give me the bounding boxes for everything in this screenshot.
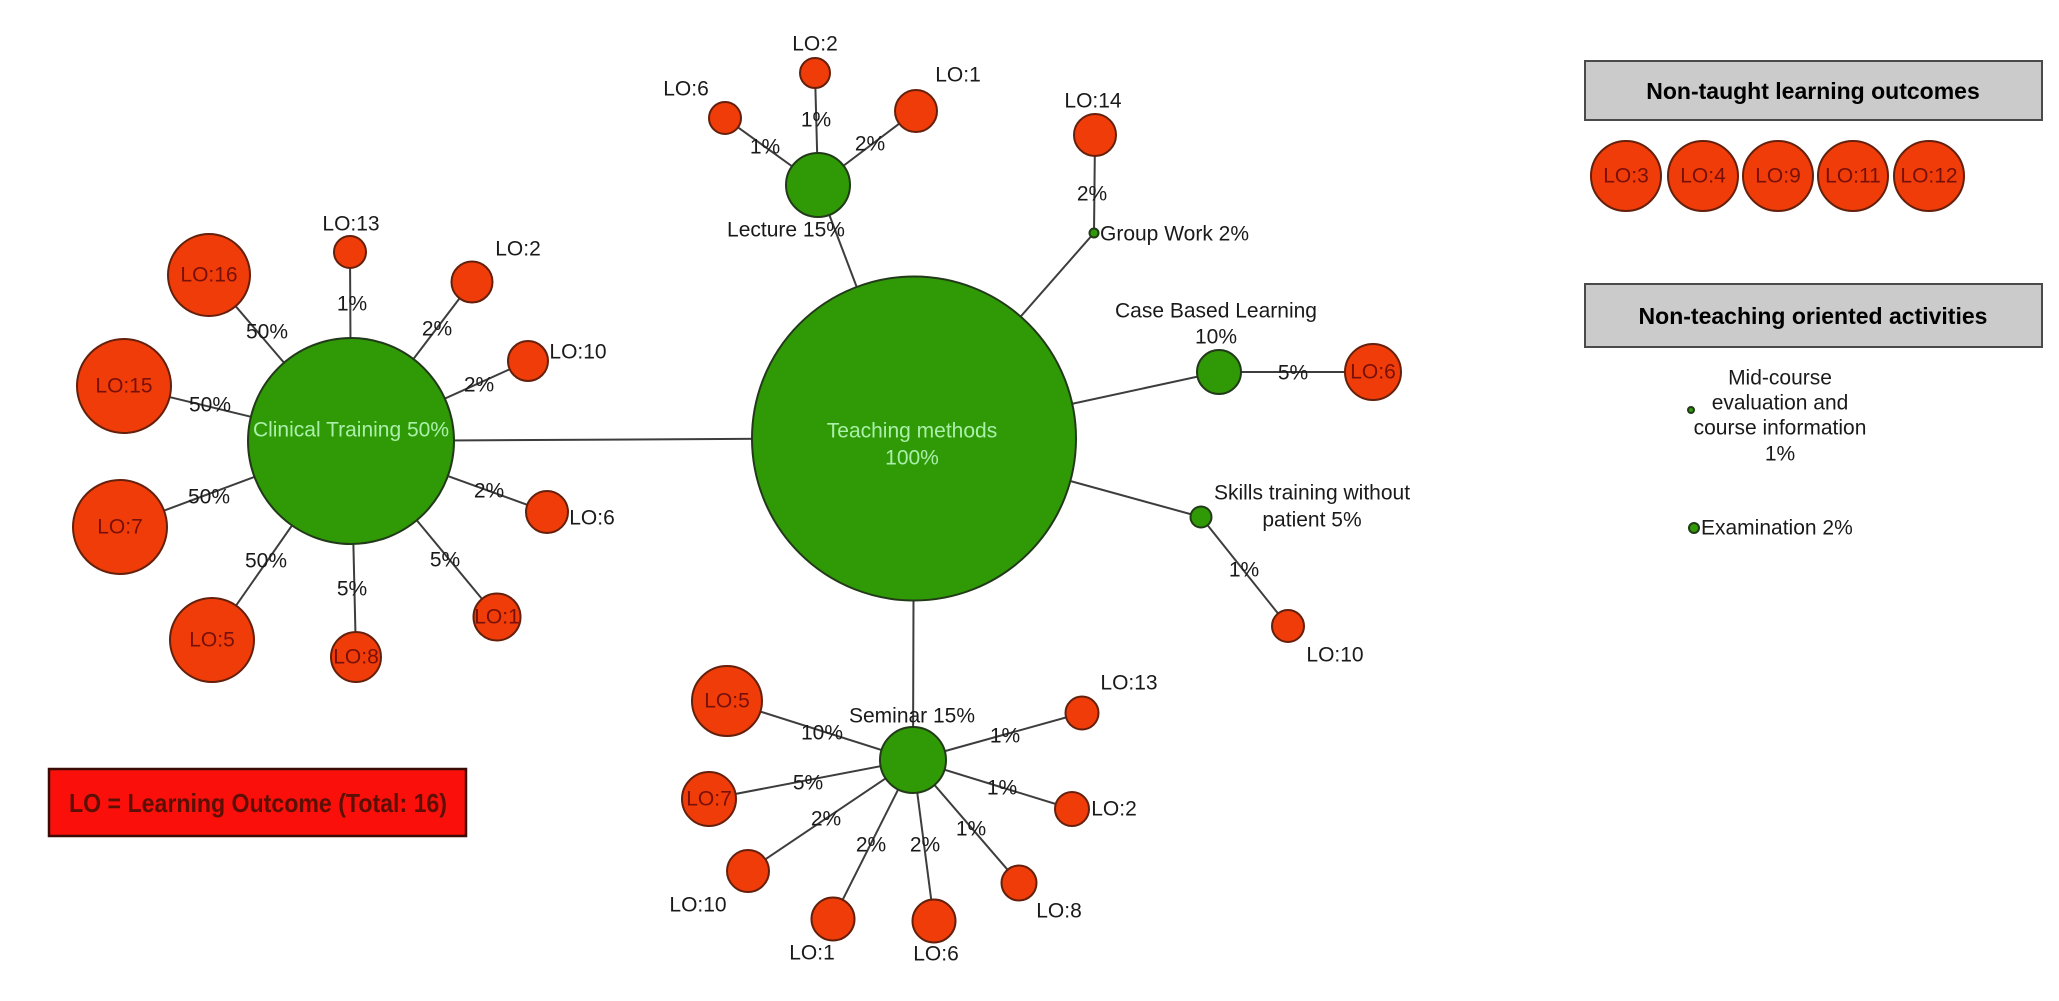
svg-text:Mid-course: Mid-course	[1728, 367, 1832, 390]
svg-text:LO:6: LO:6	[663, 78, 709, 101]
svg-text:LO:1: LO:1	[935, 64, 981, 87]
svg-text:LO:3: LO:3	[1603, 165, 1649, 188]
svg-text:1%: 1%	[990, 725, 1020, 748]
svg-text:Non-taught learning outcomes: Non-taught learning outcomes	[1646, 78, 1980, 104]
svg-text:Examination 2%: Examination 2%	[1701, 517, 1853, 540]
svg-text:LO:4: LO:4	[1680, 165, 1726, 188]
svg-text:LO:8: LO:8	[333, 646, 379, 669]
svg-text:2%: 2%	[1077, 183, 1107, 206]
svg-text:LO:8: LO:8	[1036, 900, 1082, 923]
svg-text:1%: 1%	[750, 136, 780, 159]
svg-text:LO:13: LO:13	[1100, 672, 1157, 695]
svg-text:LO:7: LO:7	[97, 516, 143, 539]
svg-text:LO:1: LO:1	[789, 942, 835, 965]
svg-text:Seminar 15%: Seminar 15%	[849, 705, 975, 728]
svg-text:LO:10: LO:10	[669, 894, 726, 917]
svg-text:1%: 1%	[1765, 443, 1795, 466]
svg-text:1%: 1%	[1229, 559, 1259, 582]
svg-text:2%: 2%	[910, 834, 940, 857]
svg-text:course information: course information	[1694, 417, 1867, 440]
svg-text:LO:13: LO:13	[322, 213, 379, 236]
svg-text:1%: 1%	[801, 109, 831, 132]
svg-text:LO:1: LO:1	[474, 606, 520, 629]
svg-text:LO:6: LO:6	[913, 943, 959, 966]
svg-text:2%: 2%	[811, 808, 841, 831]
svg-text:Clinical Training 50%: Clinical Training 50%	[253, 419, 449, 442]
svg-text:2%: 2%	[855, 133, 885, 156]
svg-text:10%: 10%	[1195, 326, 1237, 349]
svg-text:patient 5%: patient 5%	[1262, 509, 1361, 532]
svg-text:LO:5: LO:5	[704, 690, 750, 713]
svg-text:1%: 1%	[956, 818, 986, 841]
svg-text:LO:10: LO:10	[549, 341, 606, 364]
svg-text:LO:2: LO:2	[495, 238, 541, 261]
svg-text:LO = Learning Outcome (Total:: LO = Learning Outcome (Total: 16)	[69, 788, 447, 818]
svg-text:5%: 5%	[1278, 362, 1308, 385]
svg-text:2%: 2%	[856, 834, 886, 857]
svg-text:2%: 2%	[474, 480, 504, 503]
svg-text:LO:10: LO:10	[1306, 644, 1363, 667]
svg-text:LO:2: LO:2	[792, 33, 838, 56]
svg-text:Lecture 15%: Lecture 15%	[727, 219, 845, 242]
svg-text:LO:14: LO:14	[1064, 90, 1122, 113]
svg-text:Skills training without: Skills training without	[1214, 482, 1410, 505]
svg-text:2%: 2%	[464, 374, 494, 397]
svg-text:5%: 5%	[337, 578, 367, 601]
svg-text:LO:2: LO:2	[1091, 798, 1137, 821]
svg-text:1%: 1%	[337, 293, 367, 316]
svg-text:50%: 50%	[189, 394, 231, 417]
svg-text:LO:16: LO:16	[180, 264, 237, 287]
svg-text:evaluation and: evaluation and	[1712, 392, 1849, 415]
svg-text:Teaching methods: Teaching methods	[827, 420, 997, 443]
svg-text:LO:6: LO:6	[569, 507, 615, 530]
svg-text:LO:11: LO:11	[1825, 165, 1881, 188]
svg-text:LO:7: LO:7	[686, 788, 732, 811]
svg-text:2%: 2%	[422, 318, 452, 341]
svg-text:Group Work 2%: Group Work 2%	[1100, 223, 1249, 246]
svg-text:Case Based Learning: Case Based Learning	[1115, 300, 1317, 323]
svg-text:100%: 100%	[885, 447, 939, 470]
svg-text:LO:6: LO:6	[1350, 361, 1396, 384]
svg-text:Non-teaching oriented activiti: Non-teaching oriented activities	[1639, 303, 1988, 329]
svg-text:LO:5: LO:5	[189, 629, 235, 652]
svg-text:1%: 1%	[987, 777, 1017, 800]
svg-text:LO:15: LO:15	[95, 375, 152, 398]
svg-text:LO:9: LO:9	[1755, 165, 1801, 188]
svg-text:10%: 10%	[801, 722, 843, 745]
svg-text:50%: 50%	[246, 321, 288, 344]
svg-text:50%: 50%	[188, 486, 230, 509]
svg-text:50%: 50%	[245, 550, 287, 573]
svg-text:5%: 5%	[430, 549, 460, 572]
svg-text:5%: 5%	[793, 772, 823, 795]
svg-text:LO:12: LO:12	[1900, 165, 1957, 188]
